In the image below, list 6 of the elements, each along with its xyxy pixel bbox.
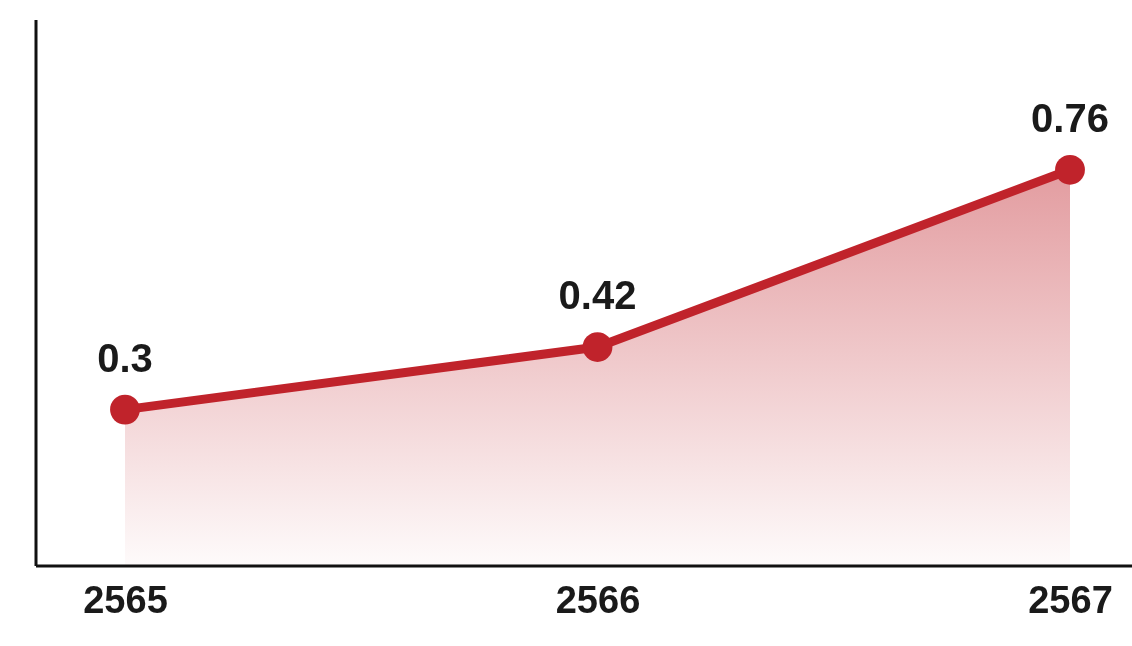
x-tick-label: 2566 (555, 578, 641, 621)
x-tick-label: 2565 (83, 578, 168, 621)
data-label: 0.76 (1031, 95, 1109, 140)
data-label: 0.3 (97, 335, 153, 380)
data-label: 0.42 (558, 273, 637, 318)
x-tick-label: 2567 (1028, 578, 1113, 621)
